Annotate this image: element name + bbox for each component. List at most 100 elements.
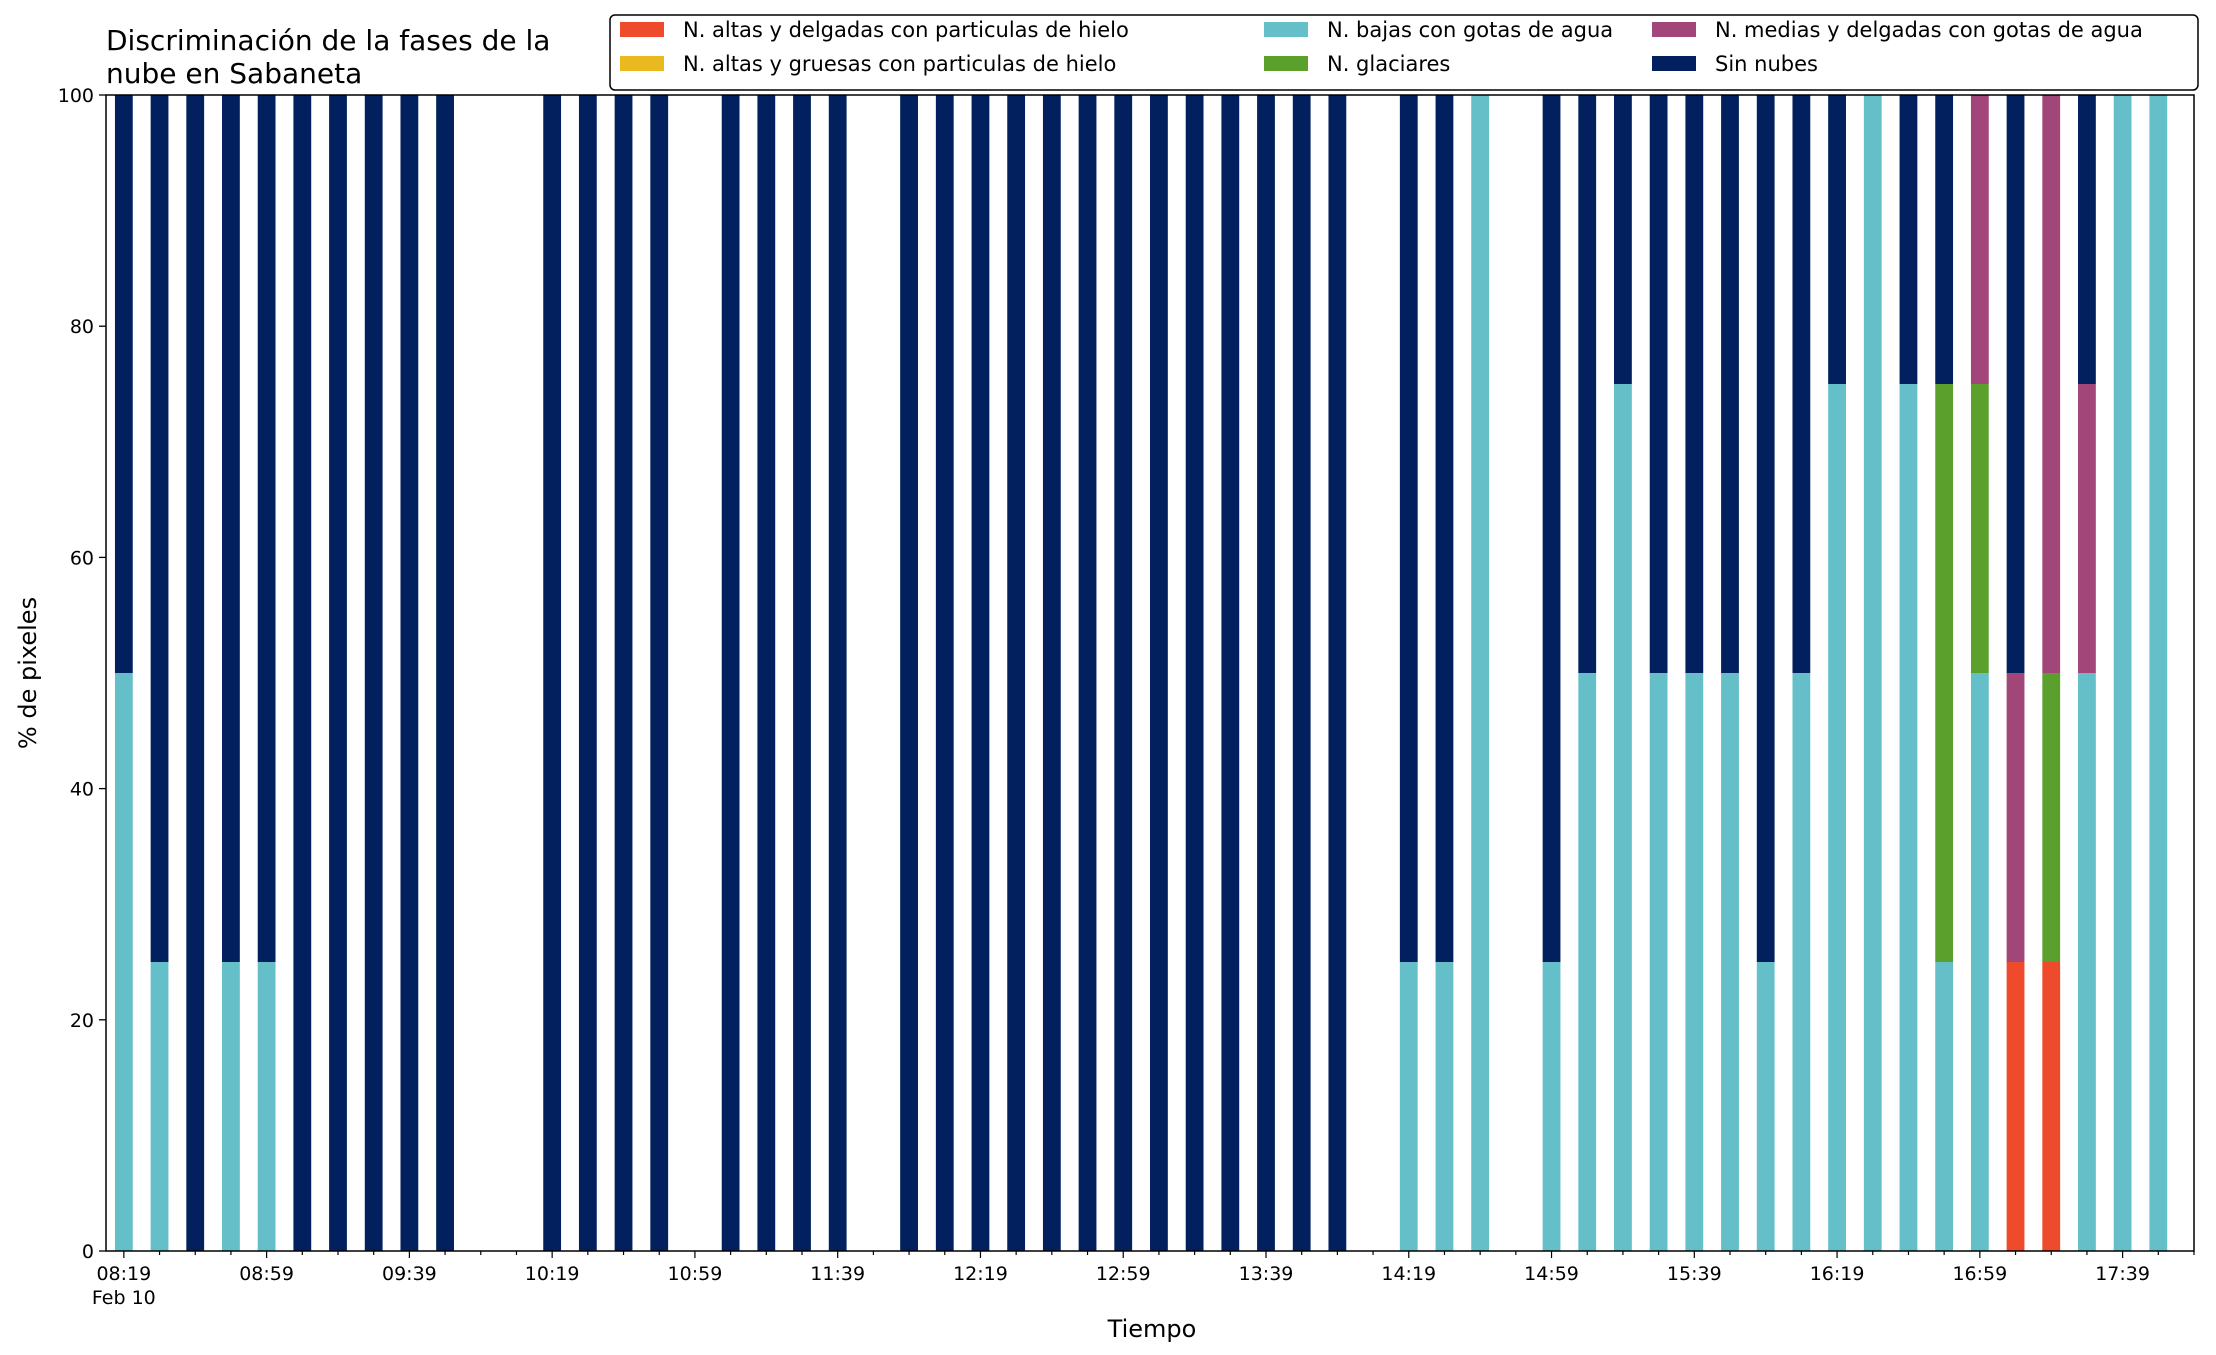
bar-1359-sin-nubes (1328, 95, 1347, 1251)
bar-0819-sin-nubes (114, 95, 133, 673)
x-tick-label-1019: 10:19 (525, 1263, 580, 1285)
bar-1139-sin-nubes (828, 95, 847, 1251)
legend: N. altas y delgadas con particulas de hi… (609, 14, 2199, 91)
y-tick-label-60: 60 (70, 547, 94, 569)
bars-layer (114, 95, 2168, 1251)
bar-1219-sin-nubes (971, 95, 990, 1251)
legend-label-n-altas-y-gruesas-con-particulas-de-hielo: N. altas y gruesas con particulas de hie… (683, 52, 1116, 76)
bar-1419-n-bajas-con-gotas-de-agua (1399, 962, 1418, 1251)
bar-1519-n-bajas-con-gotas-de-agua (1614, 384, 1632, 1251)
bar-1549-n-bajas-con-gotas-de-agua (1721, 673, 1739, 1251)
bar-0849-n-bajas-con-gotas-de-agua (222, 962, 240, 1251)
bar-1529-n-bajas-con-gotas-de-agua (1649, 673, 1668, 1251)
bar-0829-n-bajas-con-gotas-de-agua (150, 962, 169, 1251)
x-tick-label-1219: 12:19 (953, 1263, 1008, 1285)
bar-0849-sin-nubes (222, 95, 240, 962)
legend-swatch-n-altas-y-gruesas-con-particulas-de-hielo (620, 56, 664, 71)
y-tick-label-20: 20 (70, 1010, 94, 1032)
bar-1749-n-bajas-con-gotas-de-agua (2149, 95, 2168, 1251)
bar-0859-sin-nubes (257, 95, 276, 962)
x-tick-label-1259: 12:59 (1096, 1263, 1151, 1285)
bar-1719-n-medias-y-delgadas-con-gotas-de-agua (2042, 95, 2061, 673)
x-tick-label-0939: 09:39 (382, 1263, 437, 1285)
x-tick-label-1339: 13:39 (1239, 1263, 1294, 1285)
bar-1039-sin-nubes (614, 95, 633, 1251)
chart-title-line-2: nube en Sabaneta (106, 57, 362, 90)
bar-0919-sin-nubes (329, 95, 347, 1251)
bar-1029-sin-nubes (578, 95, 597, 1251)
bar-1309-sin-nubes (1150, 95, 1168, 1251)
bar-1659-n-bajas-con-gotas-de-agua (1970, 673, 1989, 1251)
x-axis-label: Tiempo (1107, 1315, 1197, 1343)
bar-1429-sin-nubes (1435, 95, 1454, 962)
y-tick-label-0: 0 (82, 1241, 94, 1263)
x-tick-label-1139: 11:39 (810, 1263, 865, 1285)
bar-1459-n-bajas-con-gotas-de-agua (1542, 962, 1561, 1251)
bar-1349-sin-nubes (1292, 95, 1311, 1251)
x-tick-label-1659: 16:59 (1952, 1263, 2007, 1285)
legend-swatch-n-glaciares (1264, 56, 1308, 71)
bar-1659-n-medias-y-delgadas-con-gotas-de-agua (1970, 95, 1989, 384)
bar-1549-sin-nubes (1721, 95, 1739, 673)
bar-1619-n-bajas-con-gotas-de-agua (1828, 384, 1846, 1251)
bar-1529-sin-nubes (1649, 95, 1668, 673)
x-tick-label-1739: 17:39 (2095, 1263, 2150, 1285)
bar-1719-n-glaciares (2042, 673, 2061, 962)
bar-1729-n-bajas-con-gotas-de-agua (2078, 673, 2096, 1251)
chart-title-line-1: Discriminación de la fases de la (106, 24, 550, 57)
bar-1539-sin-nubes (1685, 95, 1704, 673)
bar-1019-sin-nubes (543, 95, 562, 1251)
y-tick-label-80: 80 (70, 316, 94, 338)
bar-1709-sin-nubes (2006, 95, 2025, 673)
bar-1649-n-glaciares (1935, 384, 1954, 962)
bar-0819-n-bajas-con-gotas-de-agua (114, 673, 133, 1251)
bar-1649-sin-nubes (1935, 95, 1954, 384)
bar-1159-sin-nubes (900, 95, 918, 1251)
legend-label-n-medias-y-delgadas-con-gotas-de-agua: N. medias y delgadas con gotas de agua (1715, 18, 2143, 42)
bar-0929-sin-nubes (364, 95, 383, 1251)
bar-1619-sin-nubes (1828, 95, 1846, 384)
bar-1639-sin-nubes (1899, 95, 1918, 384)
x-tick-date-label: Feb 10 (92, 1287, 156, 1309)
bar-1729-sin-nubes (2078, 95, 2096, 384)
bar-0949-sin-nubes (436, 95, 454, 1251)
y-tick-label-40: 40 (70, 779, 94, 801)
legend-swatch-sin-nubes (1652, 56, 1696, 71)
y-axis-label: % de pixeles (14, 597, 42, 749)
legend-swatch-n-medias-y-delgadas-con-gotas-de-agua (1652, 22, 1696, 37)
x-tick-label-1619: 16:19 (1810, 1263, 1865, 1285)
plot-area-frame (105, 94, 2195, 1252)
legend-swatch-n-bajas-con-gotas-de-agua (1264, 22, 1308, 37)
y-axis: 0 20 40 60 80 100 (58, 85, 106, 1263)
bar-1649-n-bajas-con-gotas-de-agua (1935, 962, 1954, 1251)
x-tick-label-1419: 14:19 (1381, 1263, 1436, 1285)
y-tick-label-100: 100 (58, 85, 94, 107)
x-tick-label-0859: 08:59 (239, 1263, 294, 1285)
bar-1109-sin-nubes (721, 95, 740, 1251)
bar-1459-sin-nubes (1542, 95, 1561, 962)
bar-1509-n-bajas-con-gotas-de-agua (1578, 673, 1597, 1251)
bar-0859-n-bajas-con-gotas-de-agua (257, 962, 276, 1251)
bar-1319-sin-nubes (1185, 95, 1204, 1251)
bar-1609-n-bajas-con-gotas-de-agua (1792, 673, 1811, 1251)
bar-1429-n-bajas-con-gotas-de-agua (1435, 962, 1454, 1251)
bar-1339-sin-nubes (1257, 95, 1275, 1251)
bar-1559-n-bajas-con-gotas-de-agua (1756, 962, 1775, 1251)
bar-1239-sin-nubes (1042, 95, 1061, 1251)
bar-0829-sin-nubes (150, 95, 169, 962)
bar-1419-sin-nubes (1399, 95, 1418, 962)
bar-1049-sin-nubes (650, 95, 669, 1251)
bar-1609-sin-nubes (1792, 95, 1811, 673)
x-tick-label-1459: 14:59 (1524, 1263, 1579, 1285)
bar-0839-sin-nubes (186, 95, 205, 1251)
legend-label-n-glaciares: N. glaciares (1327, 52, 1450, 76)
bar-1229-sin-nubes (1007, 95, 1026, 1251)
x-tick-label-1539: 15:39 (1667, 1263, 1722, 1285)
bar-1709-n-medias-y-delgadas-con-gotas-de-agua (2006, 673, 2025, 962)
bar-0909-sin-nubes (293, 95, 312, 1251)
x-tick-label-1059: 10:59 (668, 1263, 723, 1285)
legend-swatch-n-altas-y-delgadas-con-particulas-de-hielo (620, 22, 664, 37)
bar-1209-sin-nubes (935, 95, 954, 1251)
bar-0939-sin-nubes (400, 95, 419, 1251)
